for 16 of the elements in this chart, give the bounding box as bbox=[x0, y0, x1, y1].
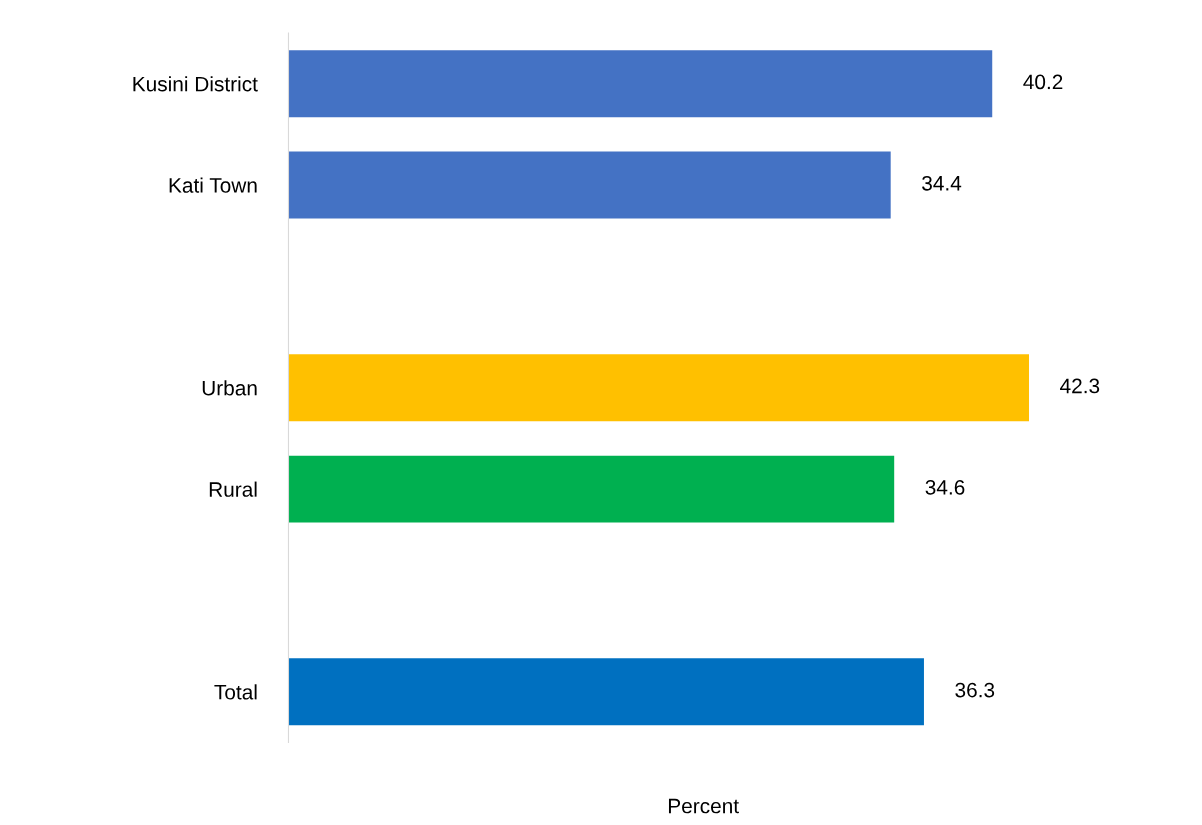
y-tick-label: Kusini District bbox=[133, 76, 258, 92]
data-label: 36.3 bbox=[955, 682, 995, 698]
data-label: 40.2 bbox=[1023, 74, 1063, 90]
y-tick-label: Urban bbox=[202, 380, 257, 396]
data-label: 34.4 bbox=[922, 175, 962, 191]
bar bbox=[288, 50, 993, 118]
y-tick-label: Rural bbox=[209, 481, 257, 497]
y-tick-label: Total bbox=[214, 684, 257, 700]
data-label: 42.3 bbox=[1060, 378, 1100, 394]
bar bbox=[288, 151, 891, 219]
data-label: 34.6 bbox=[925, 479, 965, 495]
bar bbox=[288, 658, 924, 726]
y-tick-label: Kati Town bbox=[169, 177, 257, 193]
bar bbox=[288, 455, 895, 523]
x-axis-title: Percent bbox=[668, 798, 739, 814]
bar bbox=[288, 354, 1029, 422]
